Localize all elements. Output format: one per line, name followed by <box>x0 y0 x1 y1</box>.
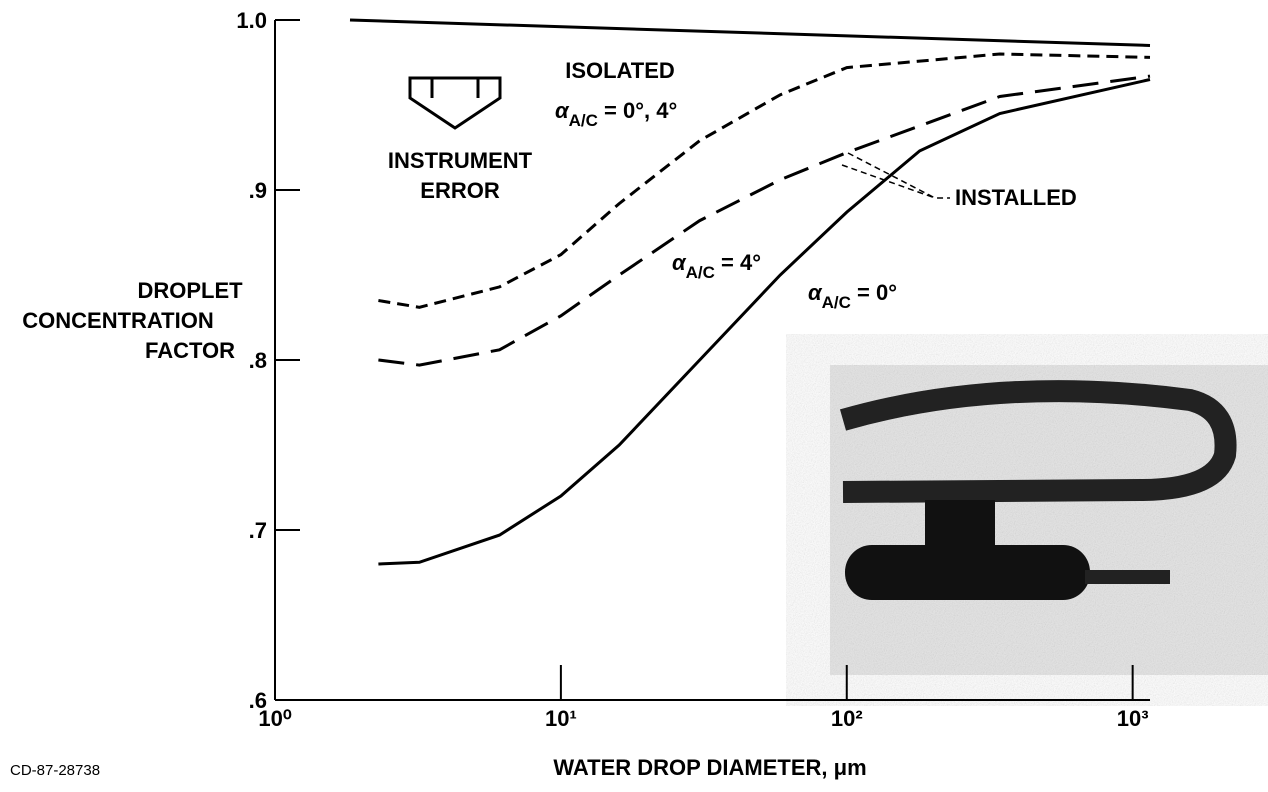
x-tick-label: 10² <box>831 706 863 731</box>
annotation: αA/C = 0° <box>808 280 897 312</box>
arrow-icon <box>410 78 500 128</box>
line <box>378 76 1150 365</box>
x-tick-label: 10⁰ <box>258 706 291 731</box>
page: ISOLATED INSTALLED INSTRUMENT ERROR DROP… <box>0 0 1268 792</box>
y-tick-label: .8 <box>249 348 267 373</box>
photo-probe <box>845 545 1090 600</box>
annotation: INSTRUMENT <box>388 148 533 173</box>
x-tick-label: 10³ <box>1117 706 1149 731</box>
y-axis-label: CONCENTRATION <box>22 308 213 333</box>
y-tick-label: .7 <box>249 518 267 543</box>
x-axis-label: WATER DROP DIAMETER, μm <box>553 755 866 780</box>
line <box>350 20 1150 46</box>
figure-id: CD-87-28738 <box>10 762 100 779</box>
photo-probe-tip <box>1085 570 1170 584</box>
alpha-text: = 0° <box>851 280 897 305</box>
annotation: αA/C = 0°, 4° <box>555 98 677 130</box>
y-tick-label: 1.0 <box>236 8 267 33</box>
y-axis-label: FACTOR <box>145 338 235 363</box>
y-axis-label: DROPLET <box>137 278 243 303</box>
y-tick-label: .9 <box>249 178 267 203</box>
alpha-subscript: A/C <box>822 293 851 312</box>
photo-inset <box>830 365 1268 675</box>
installed-leader <box>842 153 950 198</box>
alpha-text: = 4° <box>715 250 761 275</box>
chart: ISOLATED INSTALLED INSTRUMENT ERROR DROP… <box>0 0 1268 792</box>
alpha-subscript: A/C <box>569 111 598 130</box>
alpha-text: = 0°, 4° <box>598 98 677 123</box>
annotation: ISOLATED <box>565 58 675 83</box>
annotation: INSTALLED <box>955 185 1077 210</box>
annotation: αA/C = 4° <box>672 250 761 282</box>
annotation: ERROR <box>420 178 500 203</box>
x-tick-label: 10¹ <box>545 706 577 731</box>
photo-strut <box>925 500 995 550</box>
alpha-subscript: A/C <box>686 263 715 282</box>
